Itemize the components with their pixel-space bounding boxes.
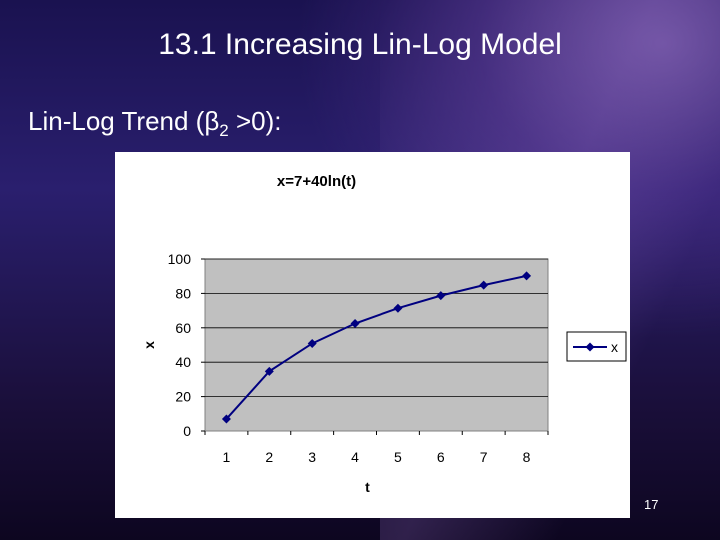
- y-tick-label: 60: [175, 320, 191, 336]
- x-tick-label: 2: [265, 449, 273, 465]
- x-tick-label: 8: [523, 449, 531, 465]
- x-tick-label: 6: [437, 449, 445, 465]
- data-point: [221, 414, 231, 424]
- data-point: [479, 280, 489, 290]
- legend-label: x: [611, 339, 618, 355]
- legend-marker: [585, 342, 595, 352]
- chart-svg: x=7+40ln(t) 0 20 40 60 80 100 1 2 3 4 5 6 7 8 t x x: [141, 173, 627, 495]
- data-point: [436, 291, 446, 301]
- slide-title: 13.1 Increasing Lin-Log Model: [158, 28, 562, 61]
- page-number: 17: [644, 497, 659, 512]
- series-line: [225, 274, 527, 420]
- x-tick-label: 4: [351, 449, 359, 465]
- y-tick-label: 80: [175, 285, 191, 301]
- y-tick-label: 100: [168, 251, 192, 267]
- x-tick-label: 7: [480, 449, 488, 465]
- y-tick-label: 40: [175, 354, 191, 370]
- subtitle-suffix: >0):: [228, 106, 282, 136]
- subtitle-subscript: 2: [219, 121, 229, 141]
- data-point: [350, 319, 360, 328]
- x-tick-label: 3: [308, 449, 316, 465]
- y-tick-label: 0: [183, 423, 191, 439]
- data-point: [264, 366, 274, 376]
- x-tick-label: 1: [223, 449, 231, 465]
- slide-subtitle: Lin-Log Trend (β2 >0):: [28, 106, 282, 141]
- data-point: [393, 303, 403, 313]
- y-tick-label: 20: [175, 389, 191, 405]
- data-point: [307, 338, 317, 348]
- x-tick-label: 5: [394, 449, 402, 465]
- chart-title: x=7+40ln(t): [277, 173, 356, 190]
- subtitle-prefix: Lin-Log Trend (β: [28, 106, 220, 136]
- plot-area: [204, 258, 549, 432]
- data-point: [522, 271, 532, 281]
- y-axis-label: x: [141, 341, 157, 349]
- chart-container: x=7+40ln(t) 0 20 40 60 80 100 1 2 3 4 5 6 7 8 t x x: [115, 152, 630, 518]
- x-axis-label: t: [365, 479, 370, 495]
